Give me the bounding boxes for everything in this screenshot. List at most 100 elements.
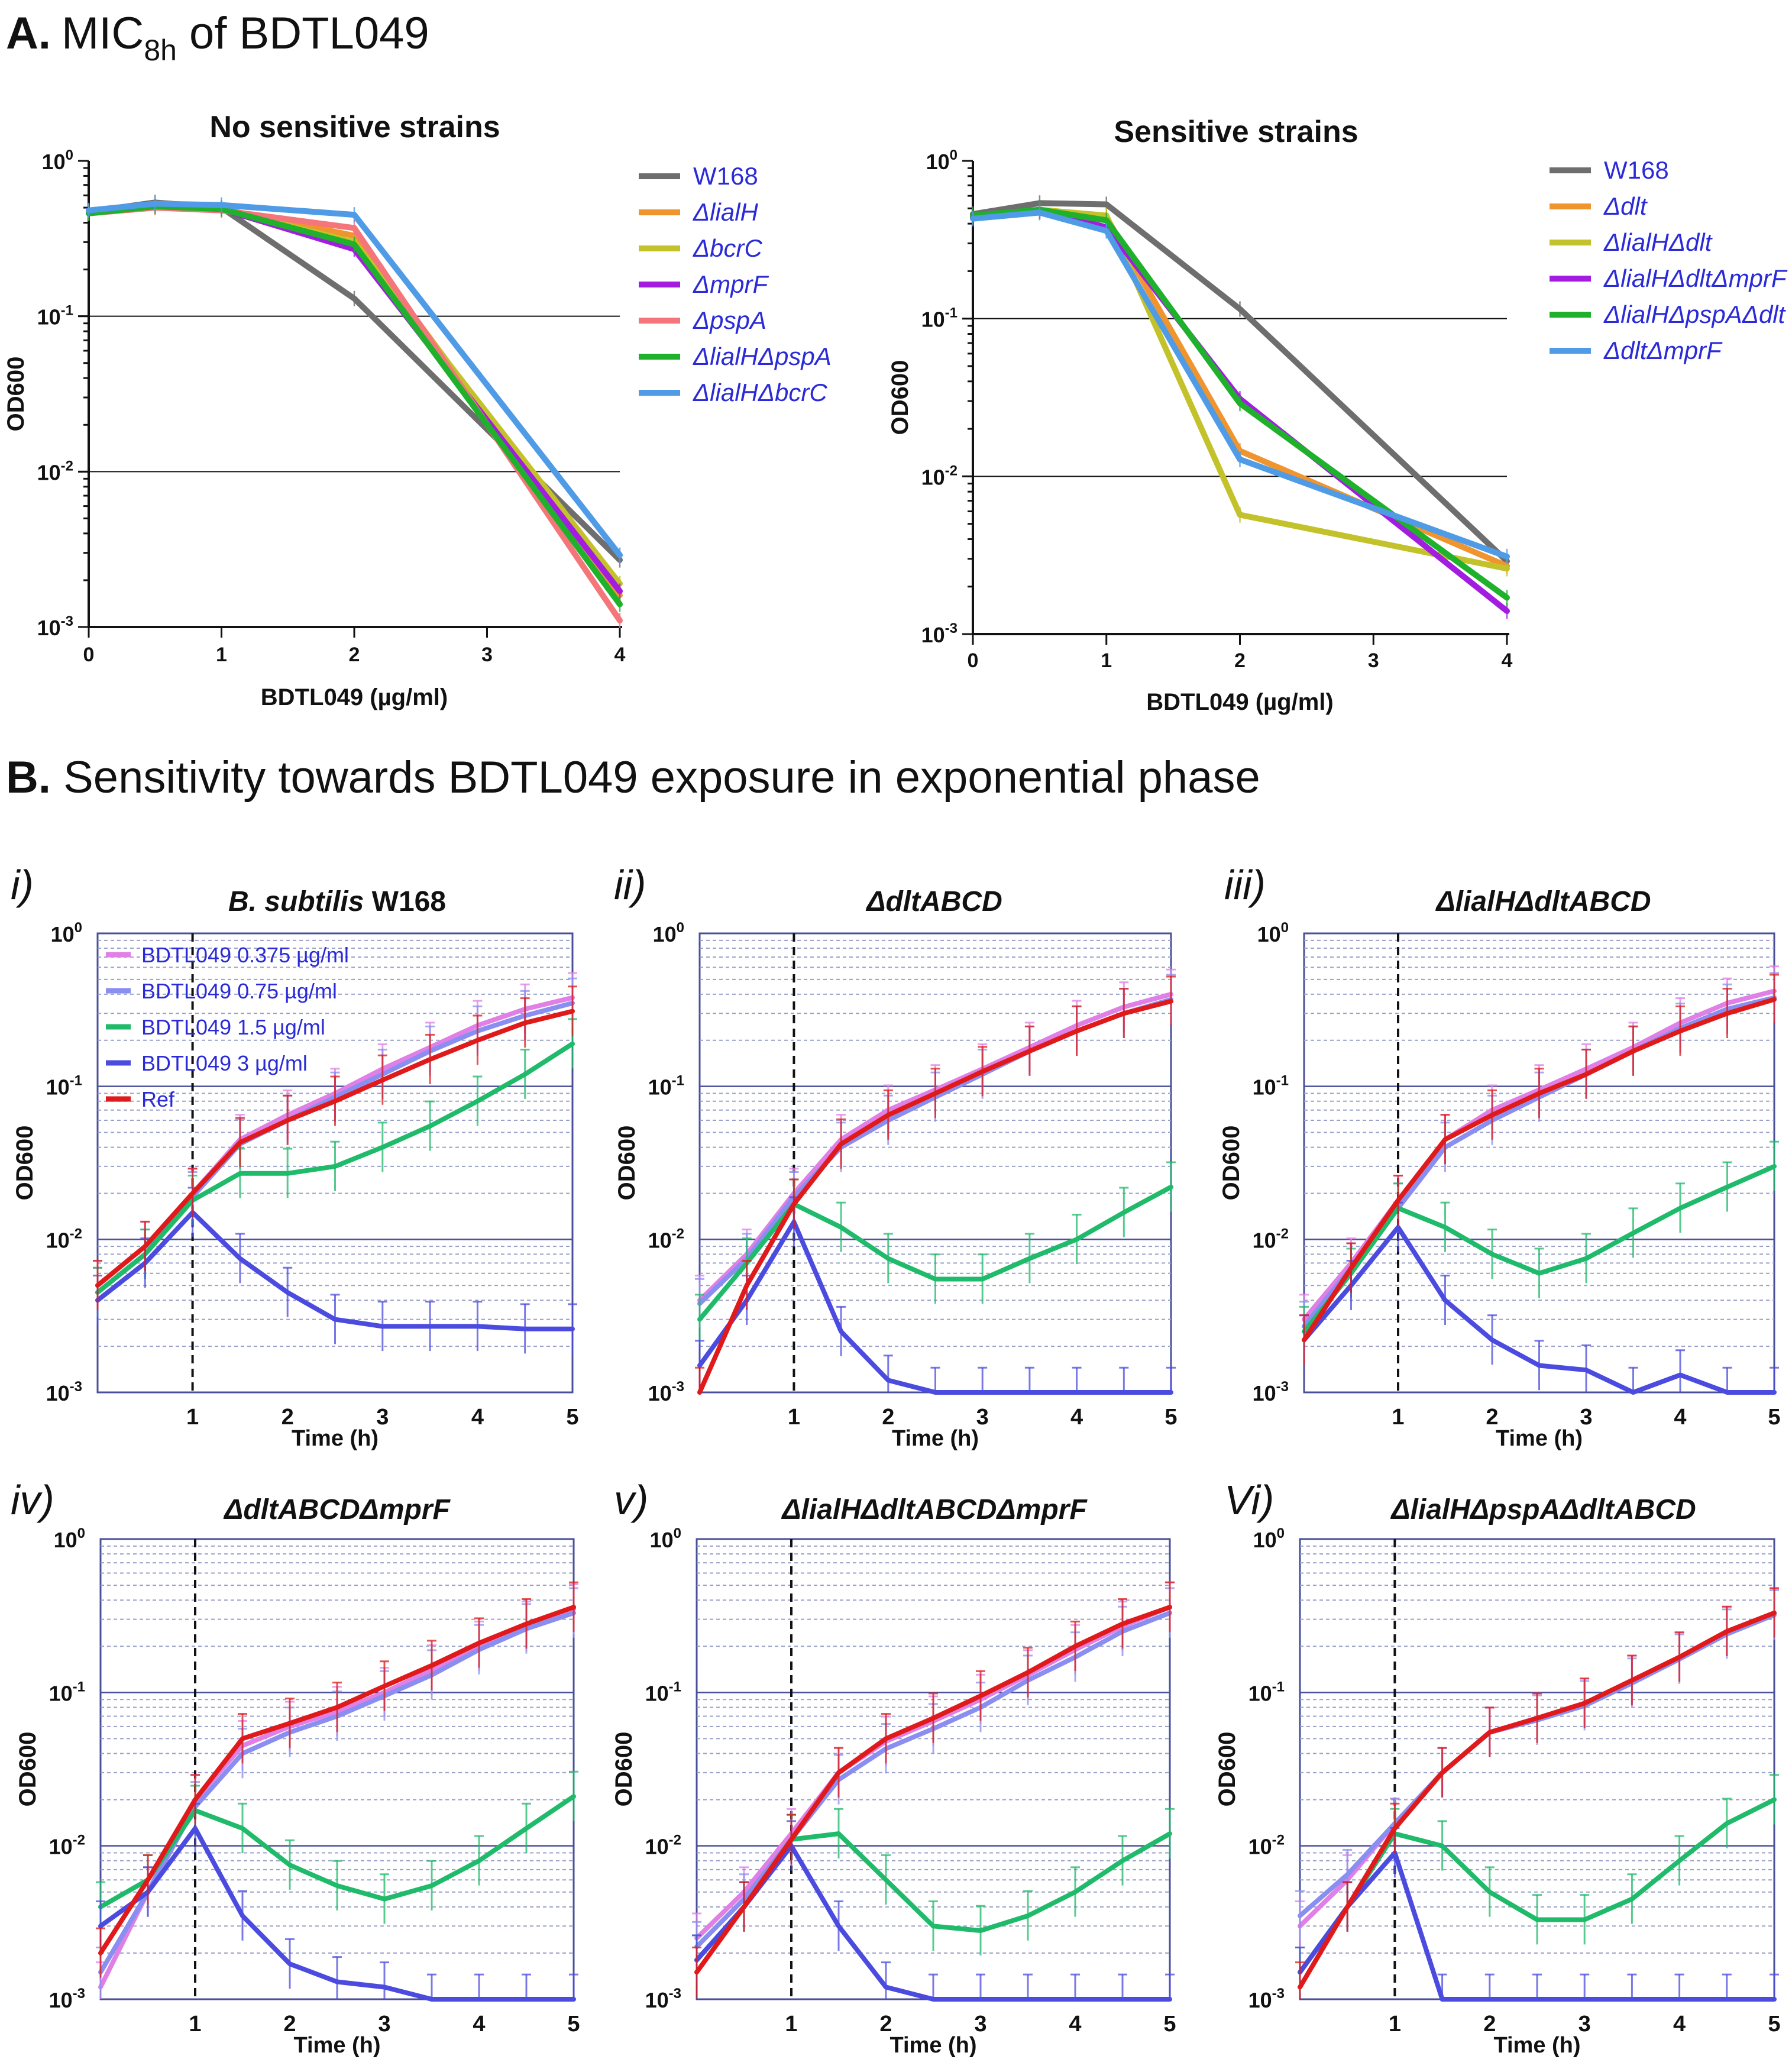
y-tick-exponent: -1 [669, 1679, 681, 1695]
section-a-title: A. MIC8h of BDTL049 [6, 8, 429, 67]
y-tick-exponent: 0 [77, 1525, 85, 1541]
y-tick-label: 100 [650, 1525, 681, 1552]
series-1 [86, 198, 623, 603]
series-3 [96, 1802, 578, 2002]
series-line [1298, 1610, 1777, 1990]
chart-title: ΔdltABCDΔmprF [223, 1494, 451, 1525]
y-tick-label: 10-3 [46, 1379, 82, 1405]
legend-label: BDTL049 0.375 µg/ml [141, 943, 349, 967]
x-tick-label: 3 [1580, 1405, 1592, 1430]
y-tick-base: 10 [49, 1835, 73, 1859]
y-tick-base: 10 [37, 305, 61, 329]
y-tick-base: 10 [1248, 1681, 1272, 1705]
chart-title: No sensitive strains [209, 110, 500, 144]
y-tick-label: 10-1 [1248, 1679, 1285, 1705]
y-tick-label: 10-3 [648, 1379, 684, 1405]
y-tick-base: 10 [49, 1681, 73, 1705]
x-tick-label: 2 [282, 1405, 294, 1430]
y-axis-label: OD600 [12, 1126, 38, 1201]
x-tick-label: 2 [1234, 649, 1246, 672]
legend-label: BDTL049 3 µg/ml [141, 1051, 308, 1075]
y-tick-exponent: -1 [73, 1679, 85, 1695]
y-tick-label: 10-2 [648, 1226, 684, 1252]
y-tick-exponent: 0 [677, 920, 684, 936]
y-tick-label: 10-3 [1248, 1986, 1285, 2012]
y-tick-label: 100 [51, 920, 82, 946]
y-tick-label: 10-1 [645, 1679, 681, 1705]
series-6 [86, 196, 623, 563]
y-axis-label: OD600 [887, 360, 913, 435]
panel-roman-label: iii) [1224, 862, 1266, 908]
y-tick-base: 10 [926, 150, 950, 174]
section-b-title: B. Sensitivity towards BDTL049 exposure … [6, 752, 1260, 803]
x-tick-label: 2 [1486, 1405, 1498, 1430]
y-tick-exponent: -3 [669, 1986, 681, 2002]
y-tick-label: 100 [1257, 920, 1289, 946]
y-tick-exponent: -3 [672, 1379, 684, 1395]
chart-title: ΔlialHΔdltABCD [1435, 886, 1651, 917]
y-tick-base: 10 [1253, 1075, 1276, 1100]
chart-title: ΔlialHΔpspAΔdltABCD [1390, 1494, 1696, 1525]
y-tick-label: 10-2 [645, 1832, 681, 1859]
series-line [1302, 997, 1777, 1343]
chart-title-italic: ΔlialHΔpspAΔdltABCD [1390, 1494, 1696, 1525]
series-line [95, 1210, 575, 1331]
series-line [86, 201, 623, 558]
y-tick-base: 10 [650, 1528, 674, 1552]
x-tick-label: 2 [349, 644, 360, 666]
y-tick-label: 100 [54, 1525, 85, 1552]
x-tick-label: 1 [788, 1405, 800, 1430]
y-tick-base: 10 [1248, 1988, 1272, 2012]
panel-roman-label: iv) [11, 1477, 54, 1523]
y-tick-label: 10-1 [46, 1073, 82, 1100]
series-line [98, 1605, 576, 1955]
y-axis-label: OD600 [15, 1732, 41, 1807]
y-tick-exponent: 0 [75, 920, 82, 936]
series-5 [970, 205, 1510, 565]
y-tick-base: 10 [49, 1988, 73, 2012]
x-tick-label: 1 [216, 644, 227, 666]
chart-title-italic: ΔdltABCDΔmprF [223, 1494, 451, 1525]
series-line [697, 1219, 1173, 1395]
x-tick-label: 5 [1165, 1405, 1177, 1430]
x-tick-label: 1 [1389, 2012, 1401, 2037]
x-tick-label: 3 [376, 1405, 389, 1430]
legend-label: BDTL049 0.75 µg/ml [141, 979, 337, 1003]
y-tick-base: 10 [921, 623, 945, 647]
y-tick-base: 10 [37, 616, 61, 640]
y-tick-base: 10 [921, 308, 945, 332]
y-tick-base: 10 [648, 1381, 672, 1405]
y-tick-label: 10-3 [49, 1986, 85, 2012]
legend-label: ΔmprF [693, 270, 769, 298]
section-a-subscript: 8h [144, 34, 177, 67]
x-tick-label: 4 [471, 1405, 484, 1430]
y-tick-base: 10 [46, 1381, 70, 1405]
y-tick-exponent: -1 [1272, 1679, 1285, 1695]
x-tick-label: 1 [785, 2012, 797, 2037]
legend-label: Ref [141, 1087, 175, 1111]
chart-title: ΔdltABCD [865, 886, 1002, 917]
legend-label: ΔlialHΔbcrC [693, 379, 827, 406]
x-tick-label: 4 [1069, 2012, 1081, 2037]
series-2 [96, 1770, 578, 1932]
x-tick-label: 3 [481, 644, 493, 666]
series-line [697, 998, 1173, 1395]
x-tick-label: 3 [1578, 2012, 1591, 2037]
chart-title-regular: W168 [364, 886, 446, 917]
y-tick-exponent: 0 [1281, 920, 1289, 936]
series-line [694, 1605, 1172, 1975]
series-line [970, 206, 1510, 601]
y-tick-exponent: -1 [672, 1073, 684, 1089]
y-tick-exponent: -2 [669, 1832, 681, 1848]
series-2 [93, 1018, 577, 1317]
y-tick-base: 10 [648, 1075, 672, 1100]
x-tick-label: 4 [1070, 1405, 1083, 1430]
series-4 [1299, 974, 1779, 1365]
y-tick-base: 10 [1248, 1835, 1272, 1859]
y-tick-exponent: 0 [950, 147, 958, 163]
series-line [98, 1826, 576, 2002]
